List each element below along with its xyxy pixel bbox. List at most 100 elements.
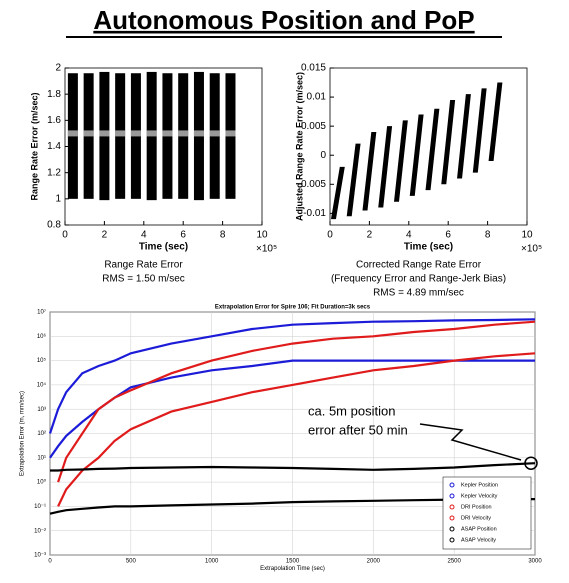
y-tick-label: -0.005 (298, 179, 327, 190)
x-tick-label: 2 (367, 230, 373, 241)
y-tick-label: 10³ (37, 407, 46, 413)
legend-label: DRI Position (461, 504, 492, 510)
x-tick-label: 3000 (528, 559, 542, 565)
y-axis-label: Range Rate Error (m/sec) (29, 92, 39, 200)
dense-band (209, 130, 220, 137)
annotation-arrow (419, 423, 522, 461)
y-tick-label: 10⁷ (37, 309, 46, 316)
legend-label: ASAP Position (461, 526, 497, 532)
dense-band (162, 130, 173, 137)
x-tick-label: 2 (102, 230, 108, 241)
x-axis-label: Time (sec) (139, 242, 188, 253)
caption: Corrected Range Rate Error (356, 260, 482, 271)
ramp-cluster (330, 166, 345, 220)
annotation: error after 50 min (308, 422, 408, 437)
dense-band (225, 130, 236, 137)
x-tick-label: 0 (327, 230, 333, 241)
y-tick-label: 1.2 (47, 167, 61, 178)
series-line (57, 320, 536, 483)
y-tick-label: 0.005 (301, 121, 326, 132)
x-tick-label: 1500 (286, 559, 300, 565)
ramp-cluster (362, 131, 377, 211)
y-tick-label: 10⁶ (37, 333, 47, 340)
legend-marker (449, 493, 455, 499)
x-tick-label: 6 (445, 230, 451, 241)
y-tick-label: 10⁻³ (34, 553, 46, 559)
series-line (49, 498, 535, 515)
dense-band (146, 130, 157, 137)
legend-marker (449, 482, 455, 488)
x-tick-label: 2000 (367, 559, 381, 565)
legend-label: DRI Velocity (461, 515, 491, 521)
series-line (49, 359, 535, 459)
ramp-cluster (378, 126, 393, 208)
x-tick-label: 8 (220, 230, 226, 241)
legend-marker (449, 526, 455, 532)
x-tick-label: 1000 (205, 559, 219, 565)
ramp-cluster (425, 108, 440, 191)
x-tick-label: 0 (62, 230, 68, 241)
y-tick-label: 1.8 (47, 89, 61, 100)
chart-title: Extrapolation Error for Spire 106; Fit D… (215, 305, 371, 311)
annotation: ca. 5m position (308, 403, 395, 418)
y-tick-label: 10² (37, 431, 46, 437)
dense-band (83, 130, 94, 137)
dense-band (115, 130, 126, 137)
y-tick-label: 10⁵ (37, 357, 47, 364)
caption: RMS = 4.89 mm/sec (373, 288, 464, 299)
ramp-cluster (472, 88, 487, 173)
y-tick-label: -0.01 (303, 208, 326, 219)
x-axis-label: Time (sec) (404, 242, 453, 253)
x-tick-label: 4 (141, 230, 147, 241)
caption: RMS = 1.50 m/sec (102, 274, 185, 285)
x-tick-label: 4 (406, 230, 412, 241)
x-tick-label: 8 (485, 230, 491, 241)
ramp-cluster (409, 114, 424, 196)
annotation-circle (524, 456, 538, 470)
y-tick-label: 10⁰ (37, 479, 47, 486)
y-axis-label: Extrapolation Error (m, mm/sec) (20, 391, 26, 476)
y-tick-label: 1 (55, 193, 61, 204)
series-line (48, 318, 536, 434)
legend-label: ASAP Velocity (461, 537, 496, 543)
y-tick-label: 10⁴ (37, 381, 47, 388)
x-multiplier: ×10⁵ (256, 244, 277, 255)
legend-marker (449, 537, 455, 543)
legend-label: Kepler Position (461, 482, 498, 488)
x-tick-label: 6 (180, 230, 186, 241)
x-multiplier: ×10⁵ (521, 244, 542, 255)
ramp-cluster (488, 82, 503, 162)
y-tick-label: 0.01 (307, 92, 327, 103)
ramp-cluster (393, 120, 408, 202)
x-tick-label: 0 (48, 559, 52, 565)
legend-box (442, 476, 532, 550)
x-tick-label: 10 (521, 230, 533, 241)
ramp-cluster (346, 143, 361, 217)
legend-label: Kepler Velocity (461, 493, 498, 499)
y-tick-label: 0 (320, 150, 326, 161)
dense-band (178, 130, 189, 137)
y-tick-label: 0.015 (301, 63, 326, 74)
x-tick-label: 2500 (447, 559, 461, 565)
y-tick-label: 1.4 (47, 141, 61, 152)
legend-marker (449, 504, 455, 510)
series-line (57, 352, 536, 507)
legend-marker (449, 515, 455, 521)
y-tick-label: 10⁻² (34, 528, 46, 534)
slide-title: Autonomous Position and PoP (93, 5, 474, 35)
y-tick-label: 1.6 (47, 115, 61, 126)
series-line (50, 462, 536, 472)
y-axis-label: Adjusted Range Rate Error (m/sec) (294, 72, 304, 221)
y-tick-label: 0.8 (47, 220, 61, 231)
y-tick-label: 10¹ (37, 455, 46, 461)
x-axis-label: Extrapolation Time (sec) (260, 566, 325, 572)
x-tick-label: 10 (256, 230, 268, 241)
caption: Range Rate Error (104, 260, 183, 271)
ramp-cluster (441, 99, 456, 185)
dense-band (99, 130, 110, 137)
caption: (Frequency Error and Range-Jerk Bias) (331, 274, 506, 285)
x-tick-label: 500 (126, 559, 137, 565)
y-tick-label: 10⁻¹ (34, 504, 46, 510)
dense-band (193, 130, 204, 137)
